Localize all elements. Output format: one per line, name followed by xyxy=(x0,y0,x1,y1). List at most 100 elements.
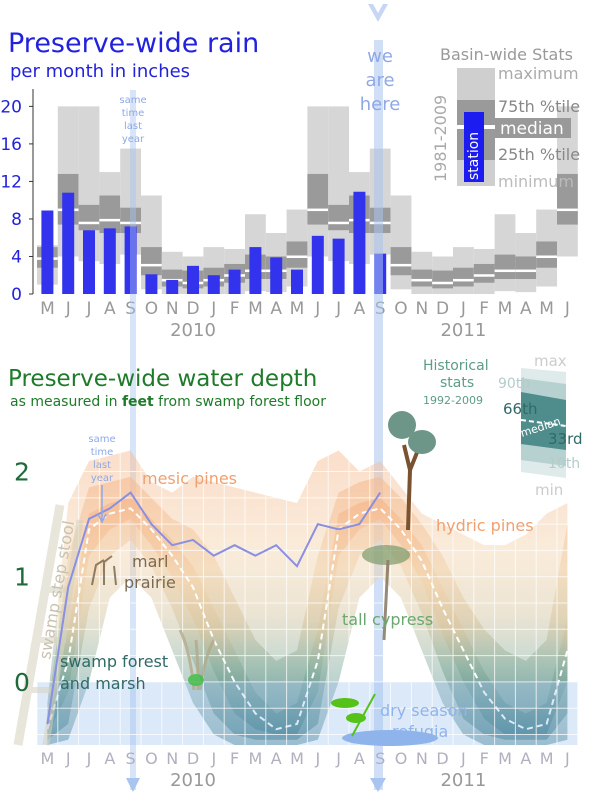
svg-text:time: time xyxy=(122,108,145,119)
svg-text:same: same xyxy=(119,95,146,106)
legend-maximum: maximum xyxy=(498,64,579,83)
rain-here-label: we are here xyxy=(360,46,401,115)
rain-stat-iqr xyxy=(494,254,516,279)
svg-text:same: same xyxy=(88,434,115,445)
rain-xtick-label: D xyxy=(436,299,449,319)
depth-xtick-label: J xyxy=(65,749,71,768)
marl-prairie-icon xyxy=(91,555,117,586)
same-time-marker-bar xyxy=(130,90,136,790)
rain-stat-iqr xyxy=(286,241,308,268)
rain-ytick-label: 0 xyxy=(11,285,22,305)
rain-stat-median xyxy=(557,208,578,212)
rain-xtick-label: J xyxy=(335,299,341,319)
rain-stat-range xyxy=(328,106,349,262)
rain-bar xyxy=(62,192,75,294)
rain-stat-iqr xyxy=(536,241,557,268)
depth-year-label: 2011 xyxy=(440,770,486,791)
legend-title: Basin-wide Stats xyxy=(440,45,573,64)
depth-legend: Historical stats 1992-2009 max 90th 66th… xyxy=(423,352,583,499)
depth-station-path xyxy=(46,491,382,725)
svg-text:last: last xyxy=(124,121,142,132)
rain-xtick-label: M xyxy=(290,299,305,319)
rain-xtick-label: N xyxy=(166,299,179,319)
depth-xtick-label: J xyxy=(210,749,216,768)
rain-xtick-label: A xyxy=(104,299,116,319)
rain-xtick-label: J xyxy=(460,299,466,319)
depth-station-line xyxy=(46,491,382,725)
depth-xtick-label: F xyxy=(480,749,489,768)
rain-stat-median xyxy=(307,208,329,212)
rain-ytick-label: 20 xyxy=(0,97,22,117)
hist-90th: 90th xyxy=(498,376,530,392)
zone-prairie-label: prairie xyxy=(124,573,176,592)
rain-stat-iqr xyxy=(432,270,453,289)
legend-25th: 25th %tile xyxy=(498,145,580,164)
svg-text:time: time xyxy=(91,447,114,458)
depth-xtick-label: D xyxy=(436,749,448,768)
rain-xtick-label: N xyxy=(415,299,428,319)
rain-bar xyxy=(291,269,303,294)
rain-stat-iqr xyxy=(141,247,162,276)
rain-stat-iqr xyxy=(515,256,537,279)
rain-bar xyxy=(124,226,137,294)
rain-stat-iqr xyxy=(307,173,329,225)
zone-marsh-label: and marsh xyxy=(60,674,146,693)
zone-swamp-label: swamp forest xyxy=(60,652,168,671)
cypress-icon xyxy=(362,545,410,641)
depth-xtick-label: M xyxy=(40,749,54,768)
zone-mesic-pines-label: mesic pines xyxy=(142,469,237,488)
depth-xtick-label: S xyxy=(375,749,385,768)
depth-xtick-label: N xyxy=(416,749,428,768)
rain-stat-median xyxy=(411,278,433,282)
depth-xtick-label: J xyxy=(564,749,570,768)
svg-text:we: we xyxy=(367,46,393,67)
depth-title: Preserve-wide water depth xyxy=(8,366,317,392)
hist-33rd: 33rd xyxy=(548,430,583,448)
rain-subtitle: per month in inches xyxy=(10,61,190,82)
rain-xtick-label: D xyxy=(186,299,199,319)
depth-xtick-label: S xyxy=(126,749,136,768)
depth-xtick-label: D xyxy=(187,749,199,768)
depth-band-66-33 xyxy=(47,497,568,735)
refugia-plant-icon xyxy=(331,693,438,746)
depth-xtick-label: J xyxy=(314,749,320,768)
svg-text:year: year xyxy=(91,473,114,484)
depth-xtick-label: M xyxy=(248,749,262,768)
rain-xtick-label: M xyxy=(539,299,554,319)
depth-xtick-label: M xyxy=(498,749,512,768)
depth-xtick-label: M xyxy=(540,749,554,768)
rain-xtick-label: O xyxy=(145,299,158,319)
rain-stat-iqr xyxy=(328,204,349,231)
swamp-plant-icon xyxy=(178,629,216,691)
rain-stat-median xyxy=(453,278,474,282)
depth-xtick-label: J xyxy=(86,749,92,768)
rain-bar xyxy=(311,235,324,294)
hist-title-1: Historical xyxy=(423,358,489,374)
hist-min: min xyxy=(535,481,563,499)
rain-bar xyxy=(270,257,283,294)
rain-xtick-label: M xyxy=(498,299,513,319)
rain-stat-median xyxy=(328,221,349,225)
rain-year-label: 2010 xyxy=(170,320,216,341)
svg-text:here: here xyxy=(360,94,401,115)
rain-bar xyxy=(41,210,54,294)
rain-stat-median xyxy=(494,269,516,273)
legend-minimum: minimum xyxy=(498,172,574,191)
down-arrow-icon xyxy=(370,778,386,792)
rain-stat-iqr xyxy=(453,267,474,287)
hist-max: max xyxy=(534,352,567,370)
rain-stat-median xyxy=(536,255,557,258)
rain-bar xyxy=(103,228,116,294)
hist-period: 1992-2009 xyxy=(423,394,483,407)
rain-stat-median xyxy=(432,281,453,285)
rain-bar xyxy=(187,265,199,294)
depth-xtick-label: A xyxy=(354,749,365,768)
rain-stat-median xyxy=(390,263,412,267)
depth-xtick-label: M xyxy=(290,749,304,768)
zone-refugia-label-2: refugia xyxy=(392,722,448,741)
rain-bar xyxy=(83,230,95,294)
we-are-here-marker-bar xyxy=(374,40,383,790)
